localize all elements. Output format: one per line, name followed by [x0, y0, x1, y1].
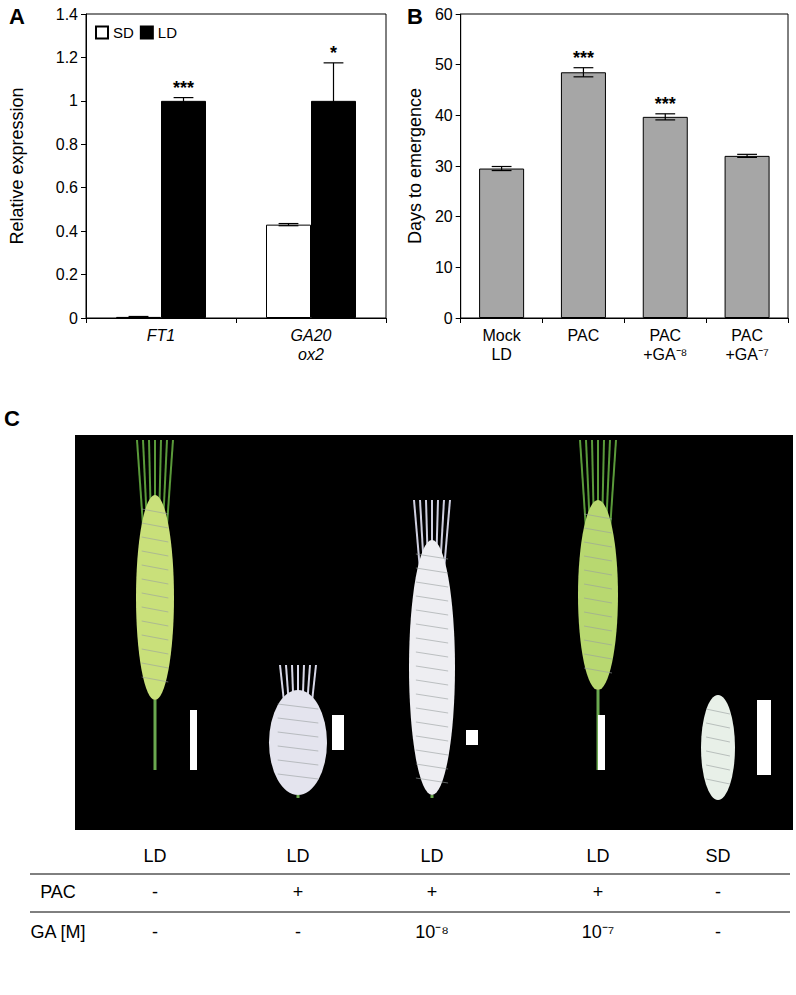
svg-text:Days to emergence: Days to emergence: [405, 88, 425, 244]
svg-text:LD: LD: [491, 346, 511, 363]
svg-text:SD: SD: [705, 846, 730, 866]
svg-text:***: ***: [173, 78, 194, 98]
svg-text:+GA⁻⁷: +GA⁻⁷: [725, 346, 768, 363]
svg-text:ox2: ox2: [298, 346, 324, 363]
svg-text:1.4: 1.4: [56, 6, 78, 23]
svg-text:*: *: [330, 43, 337, 63]
svg-text:PAC: PAC: [649, 327, 681, 344]
svg-text:1.2: 1.2: [56, 49, 78, 66]
svg-text:-: -: [295, 922, 301, 942]
svg-text:0.4: 0.4: [56, 223, 78, 240]
svg-text:GA20: GA20: [291, 327, 332, 344]
svg-text:+: +: [593, 882, 604, 902]
svg-text:0.8: 0.8: [56, 136, 78, 153]
svg-text:PAC: PAC: [568, 327, 600, 344]
svg-text:FT1: FT1: [147, 327, 175, 344]
svg-text:B: B: [407, 4, 423, 29]
svg-text:C: C: [4, 406, 20, 431]
svg-text:10⁻⁸: 10⁻⁸: [415, 922, 449, 942]
svg-text:+GA⁻⁸: +GA⁻⁸: [643, 346, 687, 363]
svg-text:LD: LD: [286, 846, 309, 866]
svg-text:0: 0: [69, 310, 78, 327]
svg-text:***: ***: [655, 94, 676, 114]
svg-text:+: +: [427, 882, 438, 902]
svg-text:LD: LD: [586, 846, 609, 866]
svg-text:0.6: 0.6: [56, 179, 78, 196]
svg-text:50: 50: [435, 56, 453, 73]
svg-text:PAC: PAC: [40, 882, 76, 902]
svg-text:-: -: [715, 882, 721, 902]
svg-text:40: 40: [435, 107, 453, 124]
svg-text:-: -: [152, 922, 158, 942]
svg-text:1: 1: [69, 92, 78, 109]
svg-text:Relative expression: Relative expression: [7, 87, 27, 244]
svg-text:20: 20: [435, 208, 453, 225]
svg-text:A: A: [9, 4, 25, 29]
svg-text:0: 0: [444, 310, 453, 327]
svg-text:60: 60: [435, 6, 453, 23]
svg-text:0.2: 0.2: [56, 266, 78, 283]
svg-text:LD: LD: [420, 846, 443, 866]
svg-text:SD: SD: [113, 24, 134, 41]
svg-text:10: 10: [435, 259, 453, 276]
svg-text:-: -: [715, 922, 721, 942]
svg-text:LD: LD: [158, 24, 177, 41]
svg-text:***: ***: [573, 48, 594, 68]
svg-text:LD: LD: [143, 846, 166, 866]
svg-text:-: -: [152, 882, 158, 902]
svg-text:+: +: [293, 882, 304, 902]
svg-text:10⁻⁷: 10⁻⁷: [582, 922, 615, 942]
svg-text:PAC: PAC: [731, 327, 763, 344]
svg-text:GA [M]: GA [M]: [30, 922, 85, 942]
svg-text:Mock: Mock: [482, 327, 521, 344]
svg-text:30: 30: [435, 158, 453, 175]
